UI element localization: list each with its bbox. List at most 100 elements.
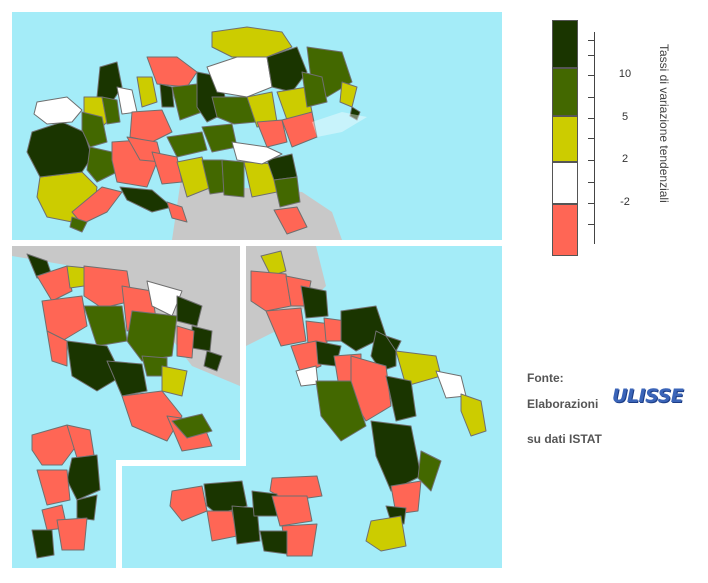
source-label: Fonte: (527, 371, 564, 385)
region-como (136, 76, 158, 108)
legend-band-1 (552, 20, 578, 68)
legend-tick-5 (588, 118, 595, 119)
region-biella (81, 111, 108, 148)
region-nuoro (66, 454, 101, 501)
region-gorizia (339, 81, 358, 108)
region-ascoli (260, 250, 287, 277)
legend-band-3 (552, 116, 578, 162)
map-sicily (169, 475, 323, 557)
region-roma (121, 390, 183, 442)
region-catania (271, 495, 313, 527)
region-rovigo (231, 141, 283, 165)
region-crotone (417, 450, 442, 492)
region-padova (256, 119, 288, 148)
region-livorno (46, 330, 68, 367)
region-reggio-c (365, 515, 407, 552)
map-south (246, 246, 487, 552)
region-modena (221, 159, 245, 198)
region-ravenna (273, 176, 301, 208)
region-oristano (36, 469, 71, 506)
region-mantova (201, 123, 238, 153)
region-trieste (349, 106, 361, 121)
region-belluno (266, 46, 308, 93)
region-macerata (176, 325, 195, 359)
region-genova (119, 186, 173, 213)
legend-tick-label-10: 10 (618, 68, 632, 80)
legend-tick-label-2: 2 (621, 153, 629, 165)
region-perugia (126, 310, 178, 362)
region-bat (385, 335, 402, 352)
region-lecce (460, 393, 487, 437)
legend-tick-1 (588, 40, 595, 41)
map-center (12, 246, 240, 452)
legend-color-scale (552, 20, 578, 256)
region-pesaro (176, 295, 203, 327)
region-enna (251, 490, 278, 517)
region-trapani (169, 485, 208, 522)
region-laquila (265, 307, 307, 347)
region-novara (101, 96, 121, 125)
region-siena (83, 305, 128, 347)
region-matera (385, 375, 417, 422)
region-verona (211, 96, 258, 125)
region-firenze (83, 265, 133, 309)
legend-band-4 (552, 162, 578, 204)
region-agrigento (206, 510, 238, 542)
ulisse-logo: ULISSE (612, 385, 684, 407)
region-lucca (36, 265, 73, 302)
region-milano (129, 109, 173, 143)
region-cagliari (56, 517, 88, 551)
map-panel-sicily (122, 466, 332, 568)
region-salerno (315, 380, 367, 442)
region-viterbo (106, 360, 148, 397)
legend-tick-7 (588, 160, 595, 161)
region-torino (26, 121, 93, 178)
map-north (26, 26, 367, 240)
region-lecco (159, 83, 175, 108)
region-imperia (69, 216, 88, 233)
region-forli (273, 206, 308, 235)
region-pordenone (301, 71, 328, 108)
region-caserta (290, 340, 322, 375)
legend-tick-2 (588, 55, 595, 56)
map-panel-north (12, 12, 502, 240)
region-varese (116, 86, 138, 115)
legend-band-5 (552, 204, 578, 256)
region-carbonia (31, 529, 55, 559)
region-cosenza (370, 420, 422, 492)
region-piacenza (151, 151, 183, 185)
region-rieti (161, 365, 188, 397)
map-panel-sardinia (12, 410, 116, 568)
region-fermo (203, 350, 223, 372)
legend-tick-label-5: 5 (621, 111, 629, 123)
region-asti (86, 146, 118, 183)
region-verbania (96, 61, 123, 103)
legend-tick-3 (588, 75, 595, 76)
legend-tick-8 (588, 182, 595, 183)
region-chieti (300, 285, 329, 319)
region-catanzaro (390, 480, 422, 515)
legend-tick-4 (588, 97, 595, 98)
region-ragusa (259, 530, 288, 555)
region-palermo (203, 480, 248, 515)
region-caltanissetta (231, 505, 261, 545)
region-aosta (33, 96, 83, 125)
source-line-2: su dati ISTAT (527, 432, 602, 446)
region-ancona (191, 325, 213, 352)
region-grosseto (66, 340, 123, 392)
region-sondrio (146, 56, 198, 88)
legend-tick-label-neg2: -2 (620, 196, 630, 208)
source-line-1: Elaborazioni (527, 397, 599, 411)
region-cremona (166, 131, 208, 158)
legend-band-2 (552, 68, 578, 116)
region-ogliastra (76, 494, 98, 521)
legend-title: Tassi di variazione tendenziali (657, 44, 671, 203)
region-venezia (281, 111, 318, 148)
region-trento (206, 56, 273, 98)
region-teramo (250, 270, 292, 312)
region-pisa (41, 295, 88, 342)
legend-tick-9 (588, 203, 595, 204)
region-frosinone (171, 413, 213, 439)
map-sardinia (31, 424, 101, 559)
legend-tick-6 (588, 138, 595, 139)
